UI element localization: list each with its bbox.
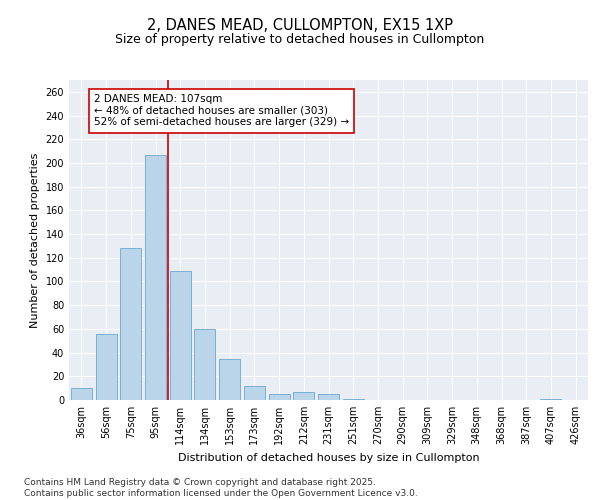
Bar: [71, 388, 92, 400]
Text: Size of property relative to detached houses in Cullompton: Size of property relative to detached ho…: [115, 32, 485, 46]
Bar: [170, 271, 191, 400]
Bar: [219, 358, 240, 400]
Text: 2 DANES MEAD: 107sqm
← 48% of detached houses are smaller (303)
52% of semi-deta: 2 DANES MEAD: 107sqm ← 48% of detached h…: [94, 94, 349, 128]
Bar: [318, 394, 339, 400]
Bar: [269, 394, 290, 400]
Bar: [541, 399, 562, 400]
Bar: [343, 399, 364, 400]
Bar: [244, 386, 265, 400]
Text: Contains HM Land Registry data © Crown copyright and database right 2025.
Contai: Contains HM Land Registry data © Crown c…: [24, 478, 418, 498]
Text: 2, DANES MEAD, CULLOMPTON, EX15 1XP: 2, DANES MEAD, CULLOMPTON, EX15 1XP: [147, 18, 453, 32]
Bar: [293, 392, 314, 400]
Bar: [95, 334, 116, 400]
Bar: [120, 248, 141, 400]
Bar: [194, 329, 215, 400]
Y-axis label: Number of detached properties: Number of detached properties: [30, 152, 40, 328]
X-axis label: Distribution of detached houses by size in Cullompton: Distribution of detached houses by size …: [178, 452, 479, 462]
Bar: [145, 154, 166, 400]
